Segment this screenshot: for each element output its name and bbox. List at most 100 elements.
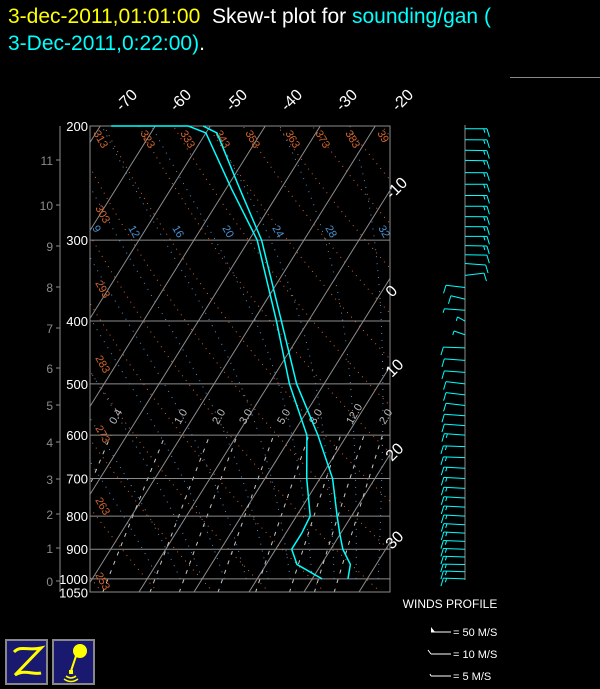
- wind-barb: [441, 358, 466, 368]
- dry-adiabat-273: [90, 438, 214, 592]
- dry-adiabat-label: 39: [374, 129, 391, 146]
- wind-barb-shaft: [443, 570, 466, 573]
- dewpoint-line: [111, 125, 323, 580]
- wind-barb: [464, 139, 490, 149]
- wind-barb-shaft: [443, 496, 466, 499]
- wind-barb-flag: [486, 195, 490, 204]
- wind-barb-flag: [455, 316, 458, 322]
- wind-barb-flag: [440, 505, 445, 515]
- wind-barb: [440, 523, 466, 532]
- wind-barb-flag: [441, 370, 445, 379]
- dry-adiabat-293: [90, 302, 326, 592]
- wind-barb-flag: [440, 531, 445, 541]
- wind-barb-flag: [483, 128, 486, 133]
- wind-barb: [440, 505, 466, 515]
- height-tick-label: 9: [46, 240, 53, 254]
- wind-barb-shaft: [444, 308, 466, 311]
- wind-barb-flag: [443, 403, 447, 412]
- moist-adiabat-label: 20: [219, 224, 236, 241]
- mixing-ratio-3: [178, 434, 238, 592]
- wind-barb: [441, 413, 466, 423]
- mixing-ratio-2: [149, 434, 211, 592]
- dry-adiabat-393: [346, 126, 390, 181]
- isotherm--50: [90, 126, 211, 320]
- wind-barb-flag: [486, 254, 490, 264]
- height-tick-label: 7: [46, 322, 53, 336]
- moist-adiabat-28: [279, 126, 357, 579]
- wind-barb: [464, 245, 490, 255]
- temperature-line: [202, 125, 352, 580]
- height-tick-label: 10: [40, 199, 54, 213]
- mixing-ratio-label: 0.4: [107, 407, 125, 426]
- wind-barb-flag: [486, 128, 490, 137]
- legend-barb-pennant: [431, 627, 435, 632]
- mixing-ratio-16: [313, 434, 365, 592]
- zebra-logo-button[interactable]: [5, 639, 48, 685]
- pressure-tick-label: 500: [66, 377, 88, 392]
- wind-barb-shaft: [443, 466, 466, 469]
- wind-barb-flag: [440, 523, 445, 532]
- wind-barb-flag: [440, 570, 444, 580]
- isotherm-0: [193, 277, 390, 592]
- isotherm--10: [138, 189, 390, 592]
- moist-adiabat-20: [151, 126, 313, 579]
- right-temperature-label: 0: [383, 282, 401, 300]
- wind-barb-flag: [452, 330, 455, 336]
- mixing-ratio-5: [217, 434, 275, 592]
- wind-barb-shaft: [464, 272, 485, 276]
- wind-barb-flag: [483, 226, 486, 231]
- wind-barb-flag: [483, 184, 486, 189]
- plot-title-line-1: 3-dec-2011,01:01:00 Skew-t plot for soun…: [8, 4, 491, 30]
- dry-adiabat-label: 373: [312, 129, 332, 151]
- legend-barb-half: [429, 673, 432, 677]
- wind-barb-flag: [440, 456, 444, 466]
- pressure-tick-label: 600: [66, 428, 88, 443]
- wind-barb: [440, 531, 466, 541]
- pressure-tick-label: 700: [66, 472, 88, 487]
- wind-barb: [440, 547, 466, 557]
- wind-barb: [443, 284, 466, 294]
- z-logo-icon: [12, 645, 46, 677]
- wind-legend-label: = 10 M/S: [453, 649, 497, 661]
- height-tick-label: 6: [46, 362, 53, 376]
- pressure-tick-label: 1050: [59, 586, 88, 601]
- isotherm-30: [358, 541, 390, 592]
- wind-barb-shaft: [443, 547, 466, 550]
- wind-barb-shaft: [453, 330, 466, 336]
- isotherm-20: [303, 453, 390, 592]
- moist-adiabat-8: [90, 256, 247, 580]
- moist-adiabat-4: [90, 316, 225, 580]
- height-tick-label: 3: [46, 473, 53, 487]
- sounding-balloon-button[interactable]: [52, 639, 95, 685]
- wind-barb-shaft: [443, 514, 466, 517]
- wind-barb-flag: [440, 487, 445, 496]
- wind-barb: [440, 540, 466, 549]
- moist-adiabat-label: 16: [169, 224, 186, 241]
- wind-barb: [465, 194, 490, 204]
- wind-barb-flag: [483, 272, 487, 282]
- wind-barb-flag: [443, 381, 447, 390]
- isotherm--40: [90, 126, 266, 408]
- wind-barb-flag: [486, 160, 490, 169]
- wind-barb: [440, 445, 466, 455]
- wind-barb-flag: [440, 445, 444, 455]
- wind-legend-label: = 50 M/S: [453, 627, 497, 639]
- wind-barb-flag: [486, 236, 490, 245]
- wind-barb-shaft: [443, 531, 466, 534]
- moist-adiabat-24: [210, 126, 335, 579]
- winds-profile-title: WINDS PROFILE: [403, 597, 498, 611]
- wind-barb: [440, 555, 466, 565]
- wind-barb-shaft: [443, 346, 466, 349]
- wind-barb-flag: [444, 540, 448, 545]
- wind-barb: [441, 370, 466, 379]
- wind-barb-shaft: [444, 370, 466, 373]
- wind-barb-flag: [445, 514, 448, 520]
- sounding-source: sounding/gan (: [352, 5, 491, 28]
- wind-barb-flag: [442, 308, 445, 313]
- mixing-ratio-label: 1.0: [172, 407, 190, 426]
- height-tick-label: 4: [46, 436, 53, 450]
- dry-adiabat-label: 353: [242, 129, 262, 151]
- right-temperature-label: -10: [383, 174, 411, 202]
- wind-barb-flag: [444, 570, 448, 576]
